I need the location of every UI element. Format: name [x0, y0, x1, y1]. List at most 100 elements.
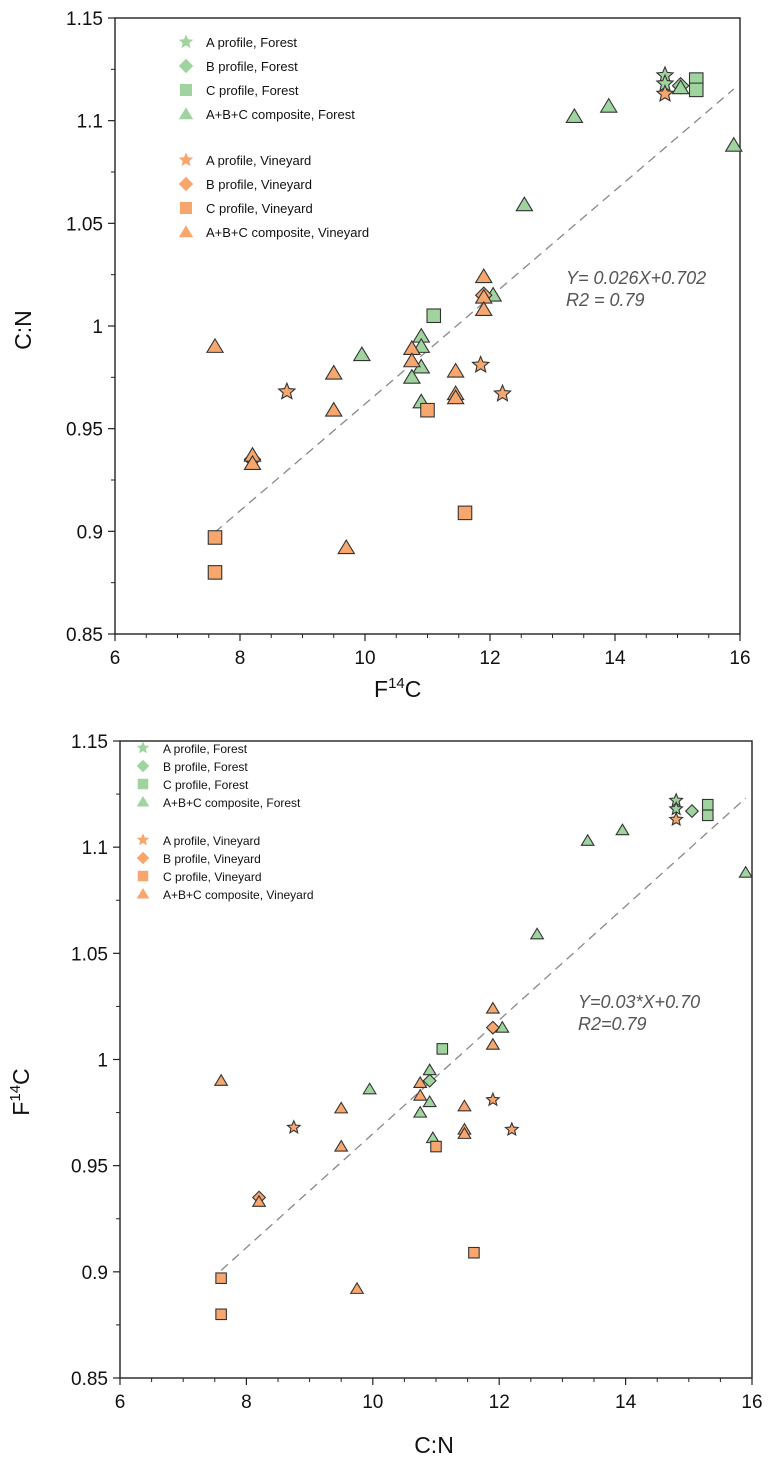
x-tick-label: 12 — [489, 1392, 510, 1413]
y-tick-label: 1 — [97, 1051, 108, 1072]
fit-r2: R2 = 0.79 — [566, 290, 645, 310]
legend-label: C profile, Forest — [206, 83, 299, 98]
x-axis-title: C:N — [414, 1432, 454, 1458]
legend-star-icon — [136, 833, 150, 846]
square-point — [426, 308, 442, 324]
triangle-point — [529, 927, 545, 940]
triangle-point — [412, 1105, 428, 1118]
legend-square-icon — [137, 778, 149, 790]
legend-label: A+B+C composite, Forest — [163, 796, 301, 810]
y-tick-label: 0.95 — [71, 1157, 108, 1178]
plot-area: 6 8 10 12 14 16 0.85 0.9 0.95 1 1.05 1.1 1.15 — [66, 9, 751, 669]
y-tick-label: 1.15 — [71, 732, 108, 753]
legend-label: C profile, Vineyard — [206, 201, 313, 216]
square-point — [215, 1308, 227, 1321]
legend: A profile, Forest B profile, Forest C prof… — [178, 34, 369, 240]
fit-line — [220, 797, 747, 1271]
legend-label: A profile, Vineyard — [163, 834, 260, 848]
triangle-point — [446, 389, 465, 405]
legend-diamond-icon — [136, 759, 150, 773]
triangle-point — [205, 337, 225, 353]
square-point — [701, 809, 714, 822]
square-point — [436, 1043, 449, 1055]
triangle-point — [412, 1075, 428, 1088]
x-tick-label: 16 — [741, 1392, 762, 1413]
plot-area: 6 8 10 12 14 16 0.85 0.9 0.95 1 1.05 1.1 1.15 — [71, 732, 763, 1413]
square-point — [207, 530, 223, 545]
triangle-point — [615, 823, 630, 836]
legend-star-icon — [178, 152, 194, 167]
y-tick-label: 0.9 — [77, 522, 103, 543]
triangle-point — [738, 865, 753, 878]
x-tick-label: 10 — [362, 1392, 383, 1413]
y-tick-label: 1.05 — [71, 944, 108, 965]
triangle-point — [724, 136, 743, 152]
y-tick-label: 1.15 — [66, 9, 103, 30]
data-points — [205, 65, 743, 580]
star-point — [655, 83, 675, 103]
triangle-point — [474, 268, 493, 284]
x-tick-label: 8 — [241, 1392, 252, 1413]
x-tick-label: 14 — [604, 648, 626, 669]
triangle-point — [352, 346, 371, 362]
y-tick-label: 0.85 — [71, 1369, 108, 1390]
legend-label: B profile, Vineyard — [206, 177, 312, 192]
triangle-point — [333, 1139, 349, 1152]
legend-diamond-icon — [178, 176, 194, 192]
legend-triangle-icon — [136, 888, 150, 899]
square-point — [430, 1140, 442, 1153]
triangle-point — [333, 1101, 349, 1114]
fit-line-group — [214, 88, 735, 533]
star-point — [493, 383, 512, 402]
legend-star-icon — [136, 741, 150, 754]
y-axis-title: C:N — [10, 310, 36, 350]
legend-label: B profile, Vineyard — [163, 852, 261, 866]
triangle-point — [599, 97, 618, 113]
y-tick-label: 0.85 — [66, 625, 103, 646]
y-tick-label: 1.1 — [82, 838, 108, 859]
legend-label: A profile, Vineyard — [206, 153, 311, 168]
triangle-point — [446, 362, 465, 378]
fit-line — [214, 88, 735, 533]
legend-triangle-icon — [136, 796, 150, 807]
triangle-point — [485, 1001, 501, 1014]
legend-label: A+B+C composite, Vineyard — [163, 888, 314, 902]
y-tick-label: 0.9 — [82, 1263, 108, 1284]
y-tick-label: 0.95 — [66, 420, 103, 441]
triangle-point — [565, 107, 584, 123]
legend-label: B profile, Forest — [206, 59, 298, 74]
legend: A profile, Forest B profile, Forest C prof… — [136, 741, 314, 902]
x-tick-label: 12 — [479, 648, 500, 669]
square-point — [457, 505, 473, 521]
x-tick-label: 14 — [615, 1392, 637, 1413]
data-points — [213, 792, 753, 1321]
fit-equation: Y= 0.026X+0.702 — [566, 268, 706, 288]
legend-label: C profile, Vineyard — [163, 870, 262, 884]
legend-star-icon — [178, 34, 194, 49]
legend-label: A profile, Forest — [163, 742, 248, 756]
legend-triangle-icon — [178, 225, 194, 238]
diamond-point — [485, 1020, 500, 1035]
fit-equation: Y=0.03*X+0.70 — [578, 992, 700, 1012]
square-point — [688, 82, 704, 98]
scatter-chart-f14c-vs-cn: 6 8 10 12 14 16 0.85 0.9 0.95 1 1.05 1.1 1.15 A prof… — [7, 732, 763, 1458]
x-tick-label: 16 — [729, 648, 750, 669]
legend-triangle-icon — [178, 107, 194, 120]
scatter-chart-cn-vs-f14c: 6 8 10 12 14 16 0.85 0.9 0.95 1 1.05 1.1 1.15 A prof… — [10, 9, 751, 702]
triangle-point — [412, 1088, 428, 1101]
legend-square-icon — [137, 870, 149, 882]
triangle-point — [402, 368, 421, 384]
star-point — [485, 1091, 501, 1107]
triangle-point — [251, 1194, 267, 1207]
triangle-point — [362, 1082, 377, 1095]
x-tick-label: 8 — [235, 648, 246, 669]
triangle-point — [580, 833, 595, 846]
x-tick-label: 6 — [110, 648, 121, 669]
legend-label: C profile, Forest — [163, 778, 249, 792]
x-tick-label: 6 — [115, 1392, 126, 1413]
star-point — [668, 811, 684, 827]
legend-label: A+B+C composite, Forest — [206, 107, 355, 122]
diamond-point — [684, 803, 700, 819]
legend-square-icon — [180, 84, 192, 96]
star-point — [277, 381, 297, 400]
